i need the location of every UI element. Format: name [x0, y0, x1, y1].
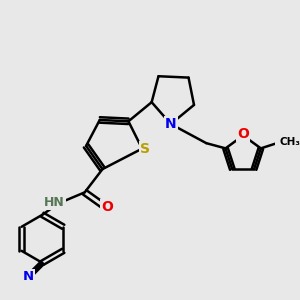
Text: N: N [165, 117, 177, 131]
Text: O: O [237, 128, 249, 141]
Text: HN: HN [44, 196, 65, 209]
Text: N: N [23, 270, 34, 283]
Text: O: O [101, 200, 113, 214]
Text: CH₃: CH₃ [279, 137, 300, 147]
Text: S: S [140, 142, 150, 156]
